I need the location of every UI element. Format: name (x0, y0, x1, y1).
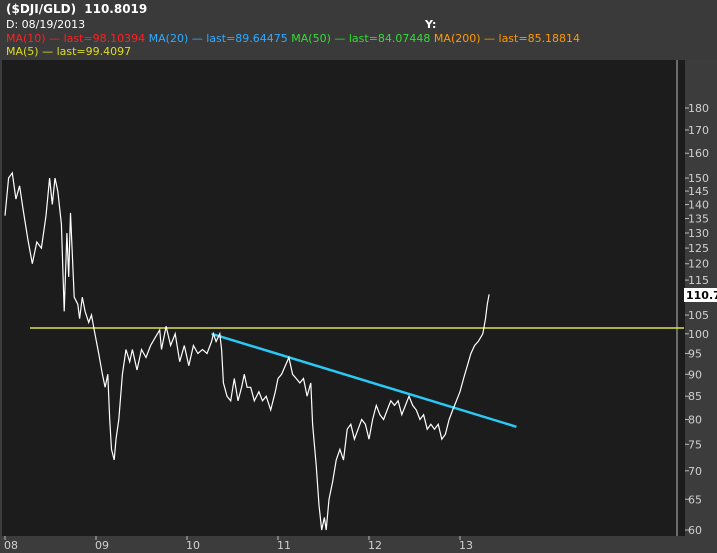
price-badge-box (684, 288, 717, 302)
x-tick-label: 10 (186, 539, 200, 552)
legend-ma50: MA(50) — last=84.07448 (291, 32, 431, 45)
y-tick-label: 150 (688, 172, 709, 185)
y-tick-label: 115 (688, 274, 709, 287)
price-badge-label: 110.7 (686, 289, 717, 302)
y-tick-label: 75 (688, 438, 702, 451)
x-tick-label: 09 (95, 539, 109, 552)
y-tick-label: 145 (688, 185, 709, 198)
x-tick-label: 12 (368, 539, 382, 552)
legend-ma20: MA(20) — last=89.64475 (148, 32, 288, 45)
chart-header: ($DJI/GLD) 110.8019 D: 08/19/2013 Y: MA(… (0, 0, 717, 60)
y-tick-label: 100 (688, 328, 709, 341)
price-series-line (4, 171, 490, 531)
x-tick-label: 13 (459, 539, 473, 552)
legend-ma10: MA(10) — last=98.10394 (6, 32, 146, 45)
y-tick-label: 85 (688, 390, 702, 403)
x-tick-label: 08 (4, 539, 18, 552)
date-label: D: 08/19/2013 (6, 18, 86, 31)
legend-ma200: MA(200) — last=85.18814 (433, 32, 581, 45)
legend-row-1: MA(10) — last=98.10394 MA(20) — last=89.… (6, 32, 580, 45)
y-tick-label: 65 (688, 493, 702, 506)
y-tick-label: 170 (688, 124, 709, 137)
trend-line (211, 332, 517, 428)
x-tick-label: 11 (277, 539, 291, 552)
y-tick-label: 95 (688, 347, 702, 360)
last-value: 110.8019 (84, 2, 148, 16)
y-tick-label: 130 (688, 227, 709, 240)
y-tick-label: 125 (688, 242, 709, 255)
symbol-label: ($DJI/GLD) (6, 2, 77, 16)
y-tick-label: 60 (688, 524, 702, 537)
y-tick-label: 70 (688, 465, 702, 478)
x-axis-panel (0, 536, 717, 553)
legend-row-2: MA(5) — last=99.4097 (6, 45, 131, 58)
y-tick-label: 90 (688, 368, 702, 381)
y-tick-label: 80 (688, 413, 702, 426)
x-axis: 08 09 10 11 12 13 (4, 536, 473, 552)
y-tick-label: 135 (688, 213, 709, 226)
legend-ma5: MA(5) — last=99.4097 (6, 45, 132, 58)
y-tick-label: 160 (688, 147, 709, 160)
price-badge: 110.7 (684, 288, 717, 302)
chart-title: ($DJI/GLD) 110.8019 (6, 2, 151, 16)
plot-area (2, 60, 685, 536)
y-tick-label: 140 (688, 199, 709, 212)
y-tick-label: 180 (688, 102, 709, 115)
y-readout-label: Y: (425, 18, 437, 31)
y-tick-label: 105 (688, 309, 709, 322)
y-tick-label: 120 (688, 258, 709, 271)
